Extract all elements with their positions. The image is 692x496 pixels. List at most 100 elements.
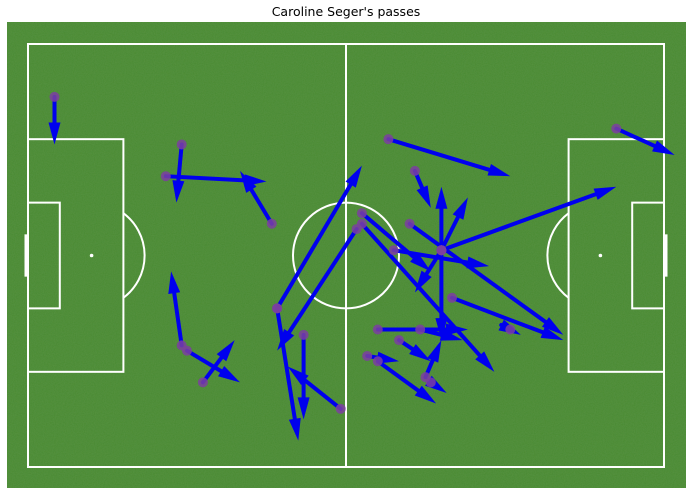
pass-arrow-1 xyxy=(172,142,185,203)
pass-arrowhead xyxy=(297,397,310,420)
pass-origin-30 xyxy=(383,134,394,145)
pass-origin-18 xyxy=(415,324,426,335)
pass-line xyxy=(439,192,598,253)
pass-arrowhead xyxy=(652,140,675,156)
pass-origin-14 xyxy=(372,356,383,367)
pass-arrow-6 xyxy=(200,340,235,385)
pass-arrow-23 xyxy=(407,221,564,335)
pass-line xyxy=(359,221,482,358)
pass-arrow-21 xyxy=(450,295,564,341)
pass-arrow-30 xyxy=(386,137,511,177)
pass-arrowhead xyxy=(541,317,564,335)
pass-arrow-14 xyxy=(375,359,437,404)
pass-arrow-4 xyxy=(168,271,184,348)
pass-arrowhead xyxy=(439,328,463,341)
pass-line xyxy=(386,137,492,172)
pass-arrow-13 xyxy=(359,211,431,272)
pass-origin-20 xyxy=(425,377,436,388)
pass-origin-3 xyxy=(266,218,277,229)
pass-line xyxy=(287,227,359,335)
pass-arrow-12 xyxy=(277,227,359,351)
right-six-yard-box xyxy=(631,201,666,310)
pass-arrowhead xyxy=(414,385,437,404)
pass-line xyxy=(450,295,545,335)
pass-arrowhead xyxy=(445,323,468,336)
pass-arrowhead xyxy=(240,170,257,193)
pass-arrowhead xyxy=(288,417,301,441)
pass-arrowhead xyxy=(427,340,442,363)
pass-arrow-8 xyxy=(297,332,310,420)
pass-arrow-17 xyxy=(375,323,468,336)
pass-origin-8 xyxy=(298,329,309,340)
pass-origin-12 xyxy=(351,224,362,235)
pass-arrowhead xyxy=(345,165,362,188)
pass-arrow-26 xyxy=(439,197,468,253)
chart-title: Caroline Seger's passes xyxy=(271,4,421,19)
pass-origin-21 xyxy=(447,292,457,303)
pass-origin-28 xyxy=(436,245,447,256)
pass-origin-5 xyxy=(182,345,192,356)
pass-line xyxy=(172,291,184,348)
pass-origin-7 xyxy=(335,403,346,414)
pass-arrowhead xyxy=(487,164,511,177)
pass-arrowhead xyxy=(48,122,61,145)
pass-arrow-25 xyxy=(435,186,448,253)
pass-origin-13 xyxy=(356,208,367,219)
pass-origin-29 xyxy=(409,165,420,176)
pass-arrows xyxy=(48,94,675,441)
pass-arrowhead xyxy=(435,186,448,209)
pass-arrow-3 xyxy=(240,170,274,226)
pass-arrowhead xyxy=(277,328,295,351)
pass-arrowhead xyxy=(466,256,490,269)
pass-line xyxy=(200,355,224,385)
pass-arrow-9 xyxy=(275,306,301,441)
pass-origin-0 xyxy=(49,91,60,102)
pass-arrowhead xyxy=(593,186,617,200)
pass-line xyxy=(163,174,247,183)
pass-arrowhead xyxy=(452,197,468,220)
pass-line xyxy=(249,187,274,226)
center-circle xyxy=(292,201,400,310)
pass-arrowhead xyxy=(475,351,495,372)
pass-arrowhead xyxy=(410,252,431,272)
pass-arrow-28 xyxy=(435,248,448,341)
pass-line xyxy=(176,142,184,183)
left-penalty-spot xyxy=(89,253,94,258)
pass-line xyxy=(391,248,470,265)
pass-arrowhead xyxy=(540,326,564,341)
pass-line xyxy=(614,126,657,148)
left-six-yard-box xyxy=(27,201,61,310)
pass-arrowhead xyxy=(216,340,235,362)
pass-arrow-11 xyxy=(359,221,495,372)
pass-arrowhead xyxy=(218,365,240,383)
pass-origin-10 xyxy=(272,303,283,314)
pass-line xyxy=(359,211,416,260)
pass-origin-32 xyxy=(611,123,622,134)
pass-line xyxy=(439,215,461,253)
pass-line xyxy=(407,221,548,324)
pass-origin-1 xyxy=(176,139,187,150)
pass-line xyxy=(302,378,343,411)
pass-arrowhead xyxy=(172,180,185,203)
pass-origin-6 xyxy=(197,377,208,388)
pass-origin-2 xyxy=(160,171,171,182)
pitch-lines xyxy=(24,43,668,468)
pass-arrowhead xyxy=(414,270,432,293)
pass-origin-17 xyxy=(372,324,383,335)
left-penalty-arc xyxy=(122,212,146,299)
pass-origin-23 xyxy=(404,218,415,229)
pass-arrow-27 xyxy=(439,186,617,253)
pass-origin-16 xyxy=(394,335,404,346)
pass-arrowhead xyxy=(168,271,181,294)
pass-origin-22 xyxy=(388,245,399,256)
pass-origin-31 xyxy=(505,324,516,335)
pass-arrowhead xyxy=(416,185,431,208)
pass-arrowhead xyxy=(435,318,448,341)
pass-origins xyxy=(49,91,622,414)
pass-arrow-22 xyxy=(391,248,490,269)
right-penalty-spot xyxy=(598,253,603,258)
pass-arrow-10 xyxy=(275,165,362,311)
pass-arrowhead xyxy=(409,344,431,362)
pass-arrow-32 xyxy=(614,126,675,156)
